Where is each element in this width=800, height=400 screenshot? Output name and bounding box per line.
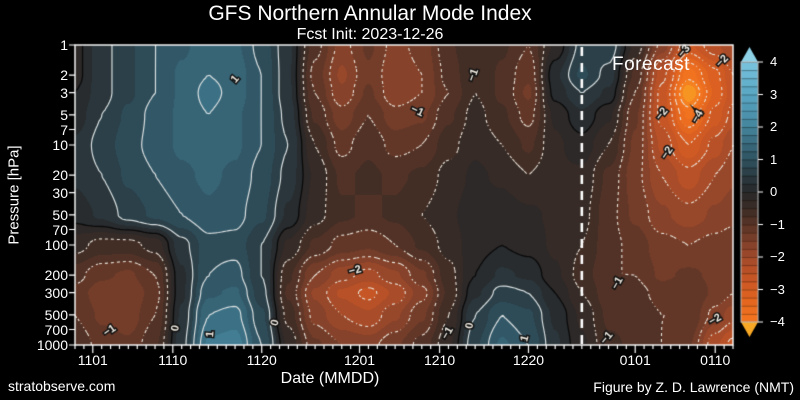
y-tick-label: 100 — [44, 237, 68, 253]
site-credit: stratobserve.com — [8, 378, 116, 394]
y-tick-label: 10 — [52, 137, 68, 153]
y-tick-label: 50 — [52, 206, 68, 223]
colorbar-tick-label: −3 — [770, 281, 785, 297]
y-axis-label: Pressure [hPa] — [5, 145, 23, 245]
y-tick-label: 300 — [44, 284, 68, 301]
x-tick-label: 0110 — [700, 352, 731, 368]
y-tick-label: 500 — [44, 306, 68, 323]
chart-title: GFS Northern Annular Mode Index — [208, 2, 532, 25]
colorbar-tick-label: 0 — [770, 184, 778, 199]
y-tick-label: 5 — [60, 106, 68, 123]
x-tick-label: 1110 — [158, 352, 188, 368]
chart-subtitle: Fcst Init: 2023-12-26 — [296, 26, 444, 43]
y-tick-label: 700 — [44, 321, 68, 338]
colorbar-tick-label: −4 — [770, 314, 785, 329]
forecast-annotation: Forecast — [612, 54, 690, 75]
x-tick-label: 1201 — [343, 352, 376, 368]
colorbar-tick-label: −2 — [770, 249, 785, 264]
y-tick-label: 2 — [60, 67, 68, 84]
colorbar-tick-label: 2 — [770, 119, 778, 134]
x-tick-label: 1101 — [77, 352, 108, 368]
y-tick-label: 1000 — [36, 337, 68, 353]
x-tick-label: 1210 — [423, 352, 456, 368]
x-tick-label: 1220 — [512, 352, 545, 368]
y-tick-label: 200 — [44, 267, 68, 284]
x-tick-label: 1120 — [246, 352, 277, 368]
y-tick-label: 7 — [60, 121, 68, 138]
y-tick-label: 70 — [52, 221, 68, 238]
colorbar-tick-label: 1 — [770, 151, 778, 167]
x-axis-label: Date (MMDD) — [280, 370, 380, 387]
colorbar-tick-label: 3 — [770, 86, 778, 102]
author-credit: Figure by Z. D. Lawrence (NMT) — [593, 379, 794, 395]
x-tick-label: 0101 — [619, 352, 651, 368]
colorbar-tick-label: −1 — [770, 216, 785, 232]
y-tick-label: 1 — [60, 37, 68, 53]
y-tick-label: 3 — [60, 84, 68, 101]
y-tick-label: 30 — [52, 184, 68, 201]
y-tick-label: 20 — [52, 167, 68, 184]
colorbar-tick-label: 4 — [770, 54, 778, 69]
